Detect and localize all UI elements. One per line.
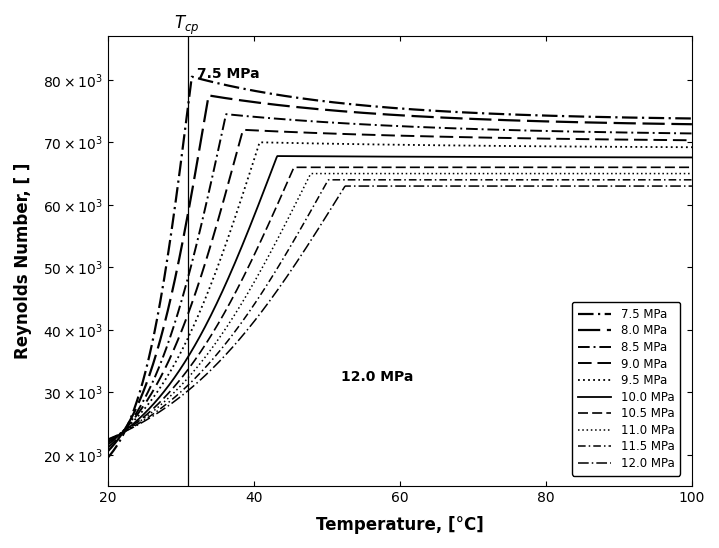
Legend: 7.5 MPa, 8.0 MPa, 8.5 MPa, 9.0 MPa, 9.5 MPa, 10.0 MPa, 10.5 MPa, 11.0 MPa, 11.5 : 7.5 MPa, 8.0 MPa, 8.5 MPa, 9.0 MPa, 9.5 … [572,302,680,476]
Text: $T_{cp}$: $T_{cp}$ [174,14,200,37]
Text: 7.5 MPa: 7.5 MPa [197,67,260,81]
Y-axis label: Reynolds Number, [ ]: Reynolds Number, [ ] [14,163,32,359]
X-axis label: Temperature, [°C]: Temperature, [°C] [316,516,484,534]
Text: 12.0 MPa: 12.0 MPa [342,370,413,384]
